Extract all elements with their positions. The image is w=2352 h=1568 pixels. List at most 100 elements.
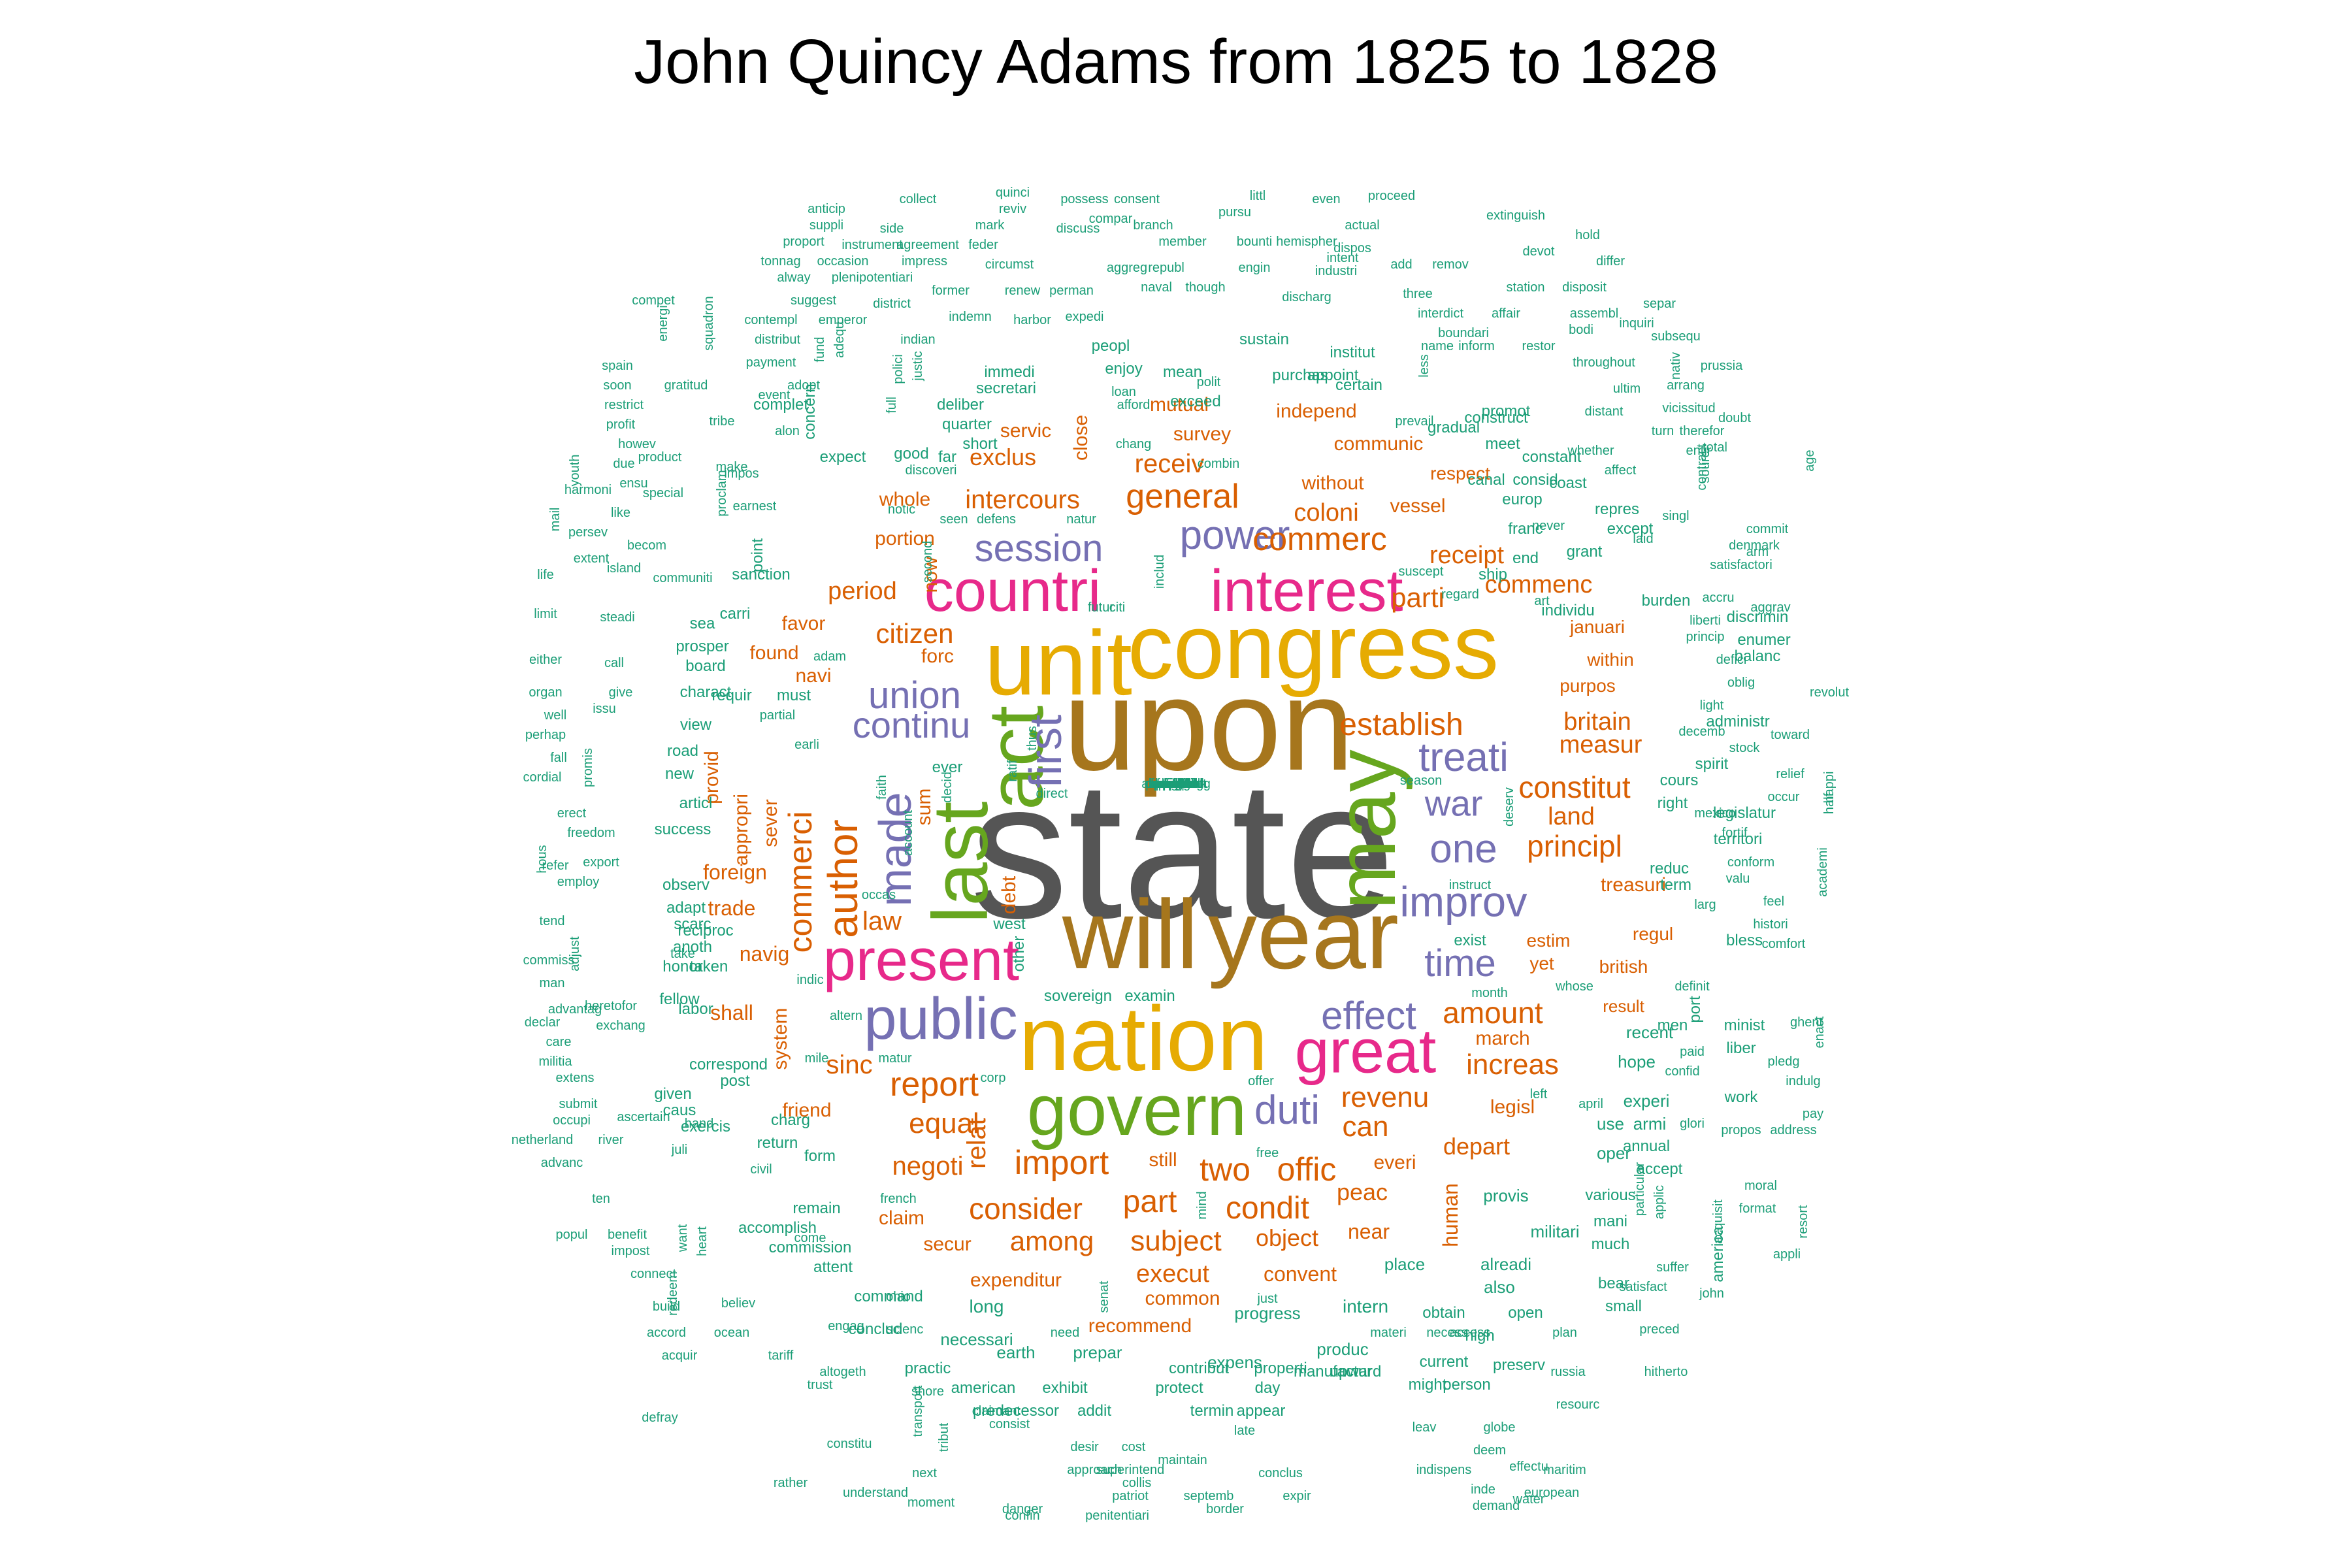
word-caus: caus: [662, 1102, 696, 1119]
word-close: close: [1070, 414, 1092, 461]
word-regard: regard: [1441, 587, 1479, 602]
word-taken: taken: [689, 958, 728, 975]
word-will: will: [1062, 879, 1199, 989]
word-indic: indic: [796, 973, 824, 987]
word-exist: exist: [1454, 932, 1486, 949]
word-perman: perman: [1049, 284, 1094, 298]
word-predecessor: predecessor: [972, 1402, 1060, 1420]
word-view: view: [679, 716, 712, 734]
word-life: life: [537, 568, 554, 582]
word-consid: consid: [1512, 471, 1558, 489]
word-countri: countri: [924, 559, 1102, 624]
word-loan: loan: [1111, 385, 1136, 399]
word-entir: entir: [1686, 444, 1712, 458]
word-commerc: commerc: [1252, 521, 1387, 557]
word-make: make: [715, 460, 748, 474]
word-contribut: contribut: [1168, 1360, 1230, 1377]
word-addit: addit: [1077, 1402, 1112, 1420]
word-defici: defici: [1716, 653, 1747, 667]
word-satisfactori: satisfactori: [1710, 558, 1772, 572]
word-ghent: ghent: [1789, 1015, 1823, 1030]
word-post: post: [720, 1072, 750, 1090]
word-great: great: [1294, 1017, 1437, 1086]
word-revolut: revolut: [1809, 685, 1850, 700]
word-power: power: [1179, 513, 1290, 558]
word-hitherto: hitherto: [1644, 1365, 1688, 1379]
word-feder: feder: [968, 238, 998, 252]
word-sever: sever: [760, 799, 781, 847]
word-export: export: [583, 855, 619, 870]
word-moment: moment: [907, 1495, 955, 1510]
word-side: side: [879, 221, 904, 236]
word-congress: congress: [1127, 595, 1499, 698]
word-renew: renew: [1004, 284, 1041, 298]
word-south: south: [1160, 777, 1192, 791]
word-pursu: pursu: [1218, 205, 1252, 220]
word-preserv: preserv: [1492, 1356, 1546, 1374]
word-provis: provis: [1483, 1186, 1529, 1205]
word-whether: whether: [1567, 444, 1614, 458]
word-revenu: revenu: [1341, 1081, 1429, 1113]
word-acquisit: acquisit: [1711, 1200, 1725, 1244]
word-special: special: [642, 486, 684, 500]
word-european: european: [1524, 1486, 1580, 1500]
word-succeed: succeed: [1151, 777, 1201, 791]
word-maritim: maritim: [1543, 1463, 1586, 1477]
word-differ: differ: [1595, 254, 1625, 269]
word-forc: forc: [921, 645, 955, 667]
word-aggreg: aggreg: [1106, 261, 1148, 275]
word-proceed: proceed: [1367, 189, 1416, 203]
word-respect: respect: [1430, 463, 1490, 483]
word-month: month: [1471, 986, 1508, 1000]
word-constant: constant: [1522, 448, 1582, 466]
word-member: member: [1158, 235, 1207, 249]
word-desir: desir: [1070, 1440, 1099, 1454]
word-place: place: [1384, 1254, 1426, 1274]
word-port: port: [1686, 996, 1704, 1023]
word-conclud: conclud: [848, 1320, 903, 1338]
word-enjoy: enjoy: [1105, 360, 1143, 378]
word-penitentiari: penitentiari: [1085, 1509, 1149, 1523]
word-august: august: [1156, 777, 1196, 791]
word-valu: valu: [1725, 872, 1750, 886]
word-condit: condit: [1225, 1191, 1310, 1226]
word-tend: tend: [539, 914, 565, 928]
word-neutral: neutral: [1156, 777, 1196, 791]
word-repres: repres: [1594, 500, 1640, 518]
word-establish: establish: [1339, 708, 1463, 742]
word-call: call: [604, 656, 625, 670]
word-instruct: instruct: [1448, 878, 1492, 892]
word-hemispher: hemispher: [1276, 235, 1337, 249]
word-consent: consent: [1113, 192, 1160, 206]
word-person: person: [1443, 1376, 1491, 1394]
word-adam: adam: [813, 649, 847, 664]
word-commenc: commenc: [1484, 571, 1593, 598]
word-district: district: [873, 297, 911, 311]
word-bounti: bounti: [1236, 235, 1273, 249]
word-juli: juli: [671, 1143, 688, 1157]
word-accomplish: accomplish: [738, 1219, 817, 1237]
word-mani: mani: [1593, 1213, 1628, 1230]
word-seen: seen: [939, 512, 968, 527]
word-fortif: fortif: [1722, 826, 1748, 840]
word-independ: independ: [1276, 400, 1357, 422]
word-heart: heart: [695, 1226, 710, 1256]
word-good: good: [894, 445, 929, 463]
word-former: former: [932, 284, 970, 298]
word-januari: januari: [1569, 617, 1625, 637]
word-consider: consider: [969, 1192, 1083, 1226]
word-thus: thus: [1025, 726, 1039, 751]
word-industri: industri: [1315, 264, 1358, 278]
word-feel: feel: [1763, 894, 1785, 909]
word-cordial: cordial: [523, 770, 562, 785]
word-legislatur: legislatur: [1712, 804, 1776, 822]
word-still: still: [1149, 1149, 1177, 1171]
word-manifest: manifest: [1151, 777, 1201, 791]
word-can: can: [1342, 1111, 1389, 1143]
word-circumst: circumst: [985, 257, 1034, 272]
word-receiv: receiv: [1134, 449, 1205, 478]
word-faith: faith: [875, 775, 889, 800]
word-tranquil: tranquil: [1154, 777, 1198, 791]
word-sanction: sanction: [732, 566, 791, 583]
word-equal: equal: [909, 1107, 979, 1139]
